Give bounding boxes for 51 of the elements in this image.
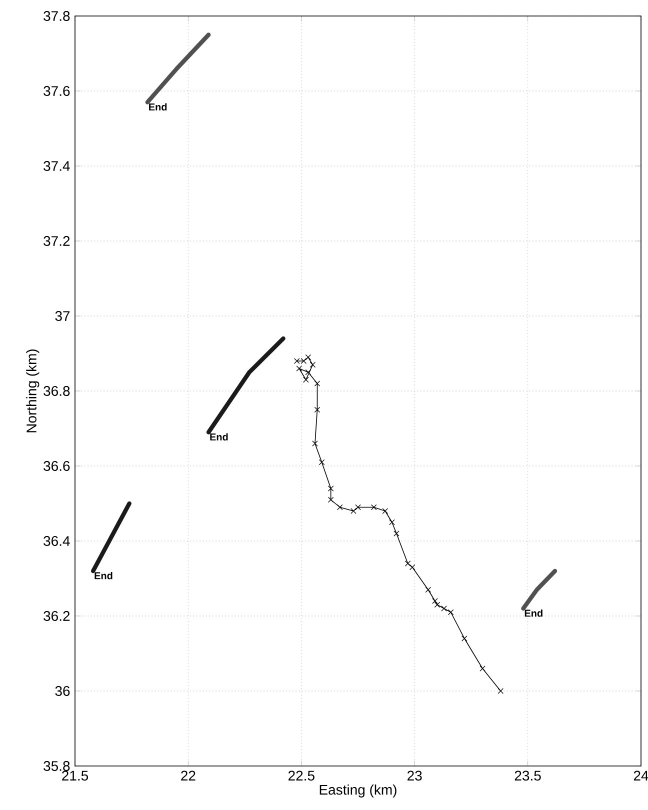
point (328, 497, 334, 502)
x-axis-title: Easting (km) (320, 784, 396, 798)
point (371, 504, 377, 510)
y-tick-label: 37.4 (44, 161, 70, 171)
point (305, 354, 311, 360)
y-tick-label: 37.8 (44, 11, 70, 21)
point (498, 688, 504, 694)
x-tick-label: 21.5 (62, 770, 88, 781)
y-tick-label: 37.6 (44, 86, 70, 96)
point (410, 564, 416, 570)
y-tick-label: 36.2 (44, 611, 70, 621)
point (328, 486, 334, 492)
y-tick-label: 36.8 (44, 386, 70, 396)
point (462, 636, 468, 642)
point (394, 530, 400, 536)
y-tick-label: 35.8 (44, 761, 70, 771)
y-tick-label: 36.6 (44, 461, 70, 471)
y-tick-label: 36.4 (44, 536, 70, 546)
x-tick-label: 22.5 (288, 770, 314, 781)
x-tick-label: 24 (634, 770, 648, 780)
point (314, 380, 320, 386)
y-tick-label: 37 (55, 311, 70, 321)
annotation: End (210, 433, 228, 441)
x-tick-label: 23 (408, 770, 422, 781)
point (405, 560, 410, 566)
point (303, 377, 309, 382)
point (296, 366, 302, 372)
point (337, 504, 343, 510)
y-tick-label: 37.2 (44, 236, 70, 246)
point (312, 440, 318, 446)
annotation: End (94, 572, 112, 580)
annotation: End (149, 103, 167, 111)
point (314, 407, 320, 412)
point (305, 370, 311, 375)
y-axis-title: Northing (km) (26, 350, 40, 432)
y-tick-label: 36 (55, 686, 70, 696)
annotation: End (524, 609, 542, 617)
x-tick-label: 23.5 (514, 770, 541, 781)
point (434, 602, 440, 608)
point (382, 508, 388, 514)
point (441, 606, 447, 612)
point (310, 362, 316, 368)
point (355, 504, 361, 510)
point (425, 587, 431, 592)
point (480, 666, 486, 672)
point (350, 508, 356, 514)
point (432, 598, 438, 604)
point (448, 610, 454, 615)
point (389, 520, 395, 525)
x-tick-label: 22 (181, 770, 196, 780)
point (319, 460, 324, 465)
